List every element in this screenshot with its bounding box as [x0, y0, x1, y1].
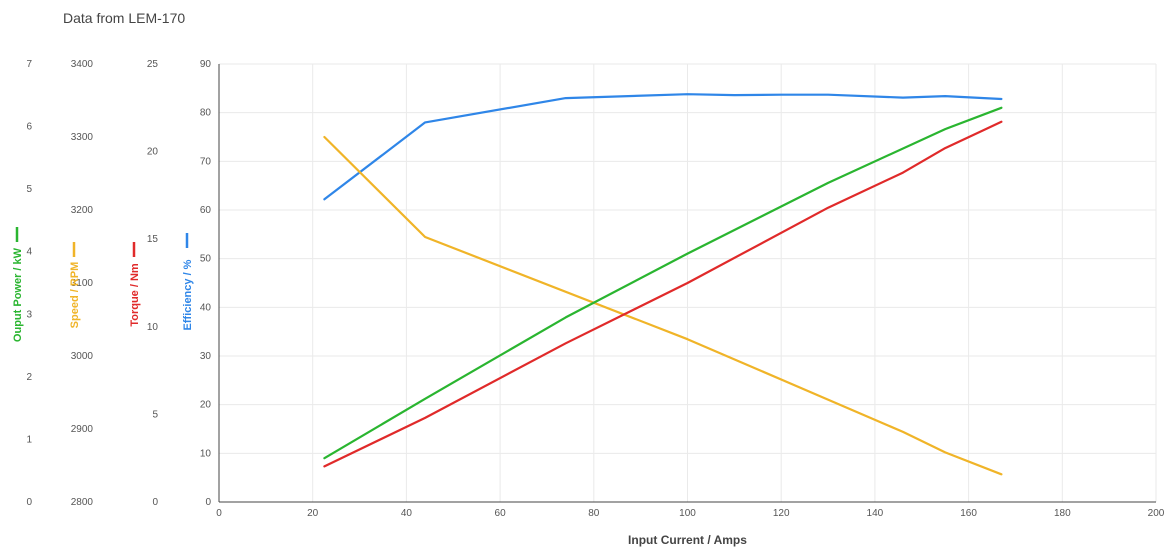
- y-axis-label-speed: Speed / RPM: [69, 242, 81, 328]
- y-axis-label-power: Ouput Power / kW: [12, 227, 24, 342]
- y-axis-title-power: Ouput Power / kW: [12, 247, 24, 342]
- y-tick-label-speed: 3300: [71, 132, 94, 143]
- x-tick-label: 0: [216, 508, 222, 519]
- y-tick-label-eff: 30: [200, 351, 212, 362]
- y-tick-label-power: 7: [26, 59, 32, 70]
- y-tick-label-speed: 3200: [71, 205, 94, 216]
- y-tick-label-torque: 15: [147, 234, 159, 245]
- y-tick-label-torque: 5: [152, 409, 158, 420]
- y-tick-label-eff: 60: [200, 205, 212, 216]
- y-tick-label-eff: 10: [200, 448, 212, 459]
- x-tick-label: 80: [588, 508, 600, 519]
- x-tick-label: 20: [307, 508, 319, 519]
- x-tick-label: 160: [960, 508, 977, 519]
- y-tick-label-eff: 50: [200, 254, 212, 265]
- x-tick-label: 120: [773, 508, 790, 519]
- y-tick-label-eff: 40: [200, 302, 212, 313]
- y-tick-label-power: 1: [26, 434, 32, 445]
- y-tick-label-eff: 0: [205, 497, 211, 508]
- y-tick-label-eff: 90: [200, 59, 212, 70]
- x-tick-label: 180: [1054, 508, 1071, 519]
- x-tick-label: 60: [495, 508, 507, 519]
- series-line-power[interactable]: [323, 106, 1003, 460]
- y-tick-label-speed: 2800: [71, 497, 94, 508]
- y-tick-label-power: 6: [26, 122, 32, 133]
- x-axis-label: Input Current / Amps: [628, 533, 747, 547]
- y-tick-label-eff: 70: [200, 156, 212, 167]
- series-line-eff[interactable]: [323, 93, 1003, 201]
- y-axis-title-speed: Speed / RPM: [69, 262, 81, 329]
- y-axis-label-eff: Efficiency / %: [182, 233, 194, 330]
- y-tick-label-torque: 20: [147, 147, 159, 158]
- y-axis-title-eff: Efficiency / %: [182, 259, 194, 330]
- y-tick-label-power: 2: [26, 372, 32, 383]
- y-tick-label-power: 0: [26, 497, 32, 508]
- chart-title: Data from LEM-170: [63, 10, 186, 26]
- y-tick-label-speed: 3400: [71, 59, 94, 70]
- y-tick-label-speed: 3000: [71, 351, 94, 362]
- series-line-speed[interactable]: [323, 135, 1003, 476]
- y-tick-label-eff: 20: [200, 400, 212, 411]
- y-tick-label-torque: 0: [152, 497, 158, 508]
- y-tick-label-torque: 25: [147, 59, 159, 70]
- y-tick-label-speed: 3100: [71, 278, 94, 289]
- x-tick-label: 40: [401, 508, 413, 519]
- y-tick-label-power: 4: [26, 247, 32, 258]
- y-tick-label-eff: 80: [200, 108, 212, 119]
- y-tick-label-torque: 10: [147, 322, 159, 333]
- x-tick-label: 140: [867, 508, 884, 519]
- x-tick-label: 100: [679, 508, 696, 519]
- series-line-torque[interactable]: [323, 120, 1003, 468]
- y-tick-label-power: 5: [26, 184, 32, 195]
- y-tick-label-speed: 2900: [71, 424, 94, 435]
- y-tick-label-power: 3: [26, 309, 32, 320]
- y-axis-title-torque: Torque / Nm: [129, 263, 141, 327]
- y-axis-label-torque: Torque / Nm: [129, 242, 141, 327]
- x-tick-label: 200: [1148, 508, 1165, 519]
